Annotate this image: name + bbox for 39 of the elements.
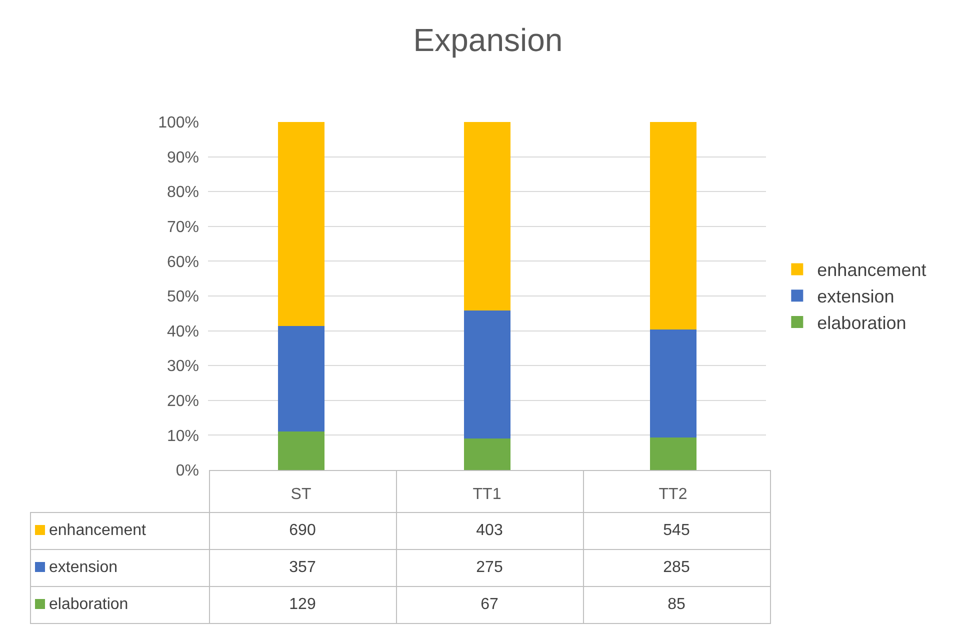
text: 129 (209, 586, 396, 624)
bar (278, 432, 324, 470)
text: 285 (583, 550, 770, 586)
text: 67 (396, 586, 583, 624)
y-tick-label: 100% (158, 114, 199, 132)
bar (278, 326, 324, 432)
y-tick-label: 50% (166, 288, 199, 306)
legend-label: extension (817, 286, 894, 307)
text: 545 (583, 512, 770, 550)
legend-label: enhancement (817, 260, 926, 280)
bar (650, 329, 696, 438)
bar (464, 310, 510, 439)
text: 403 (396, 512, 583, 550)
legend-label: enhancement (30, 512, 209, 550)
bar (464, 122, 510, 310)
y-tick-label: 10% (166, 428, 199, 445)
bar (650, 122, 696, 330)
text: 85 (583, 586, 770, 624)
text: 357 (209, 550, 396, 586)
x-tick-label: ST (290, 486, 312, 503)
y-tick-label: 0% (176, 462, 199, 480)
legend-label: elaboration (817, 313, 906, 334)
bar (464, 438, 510, 470)
text: 275 (396, 550, 583, 586)
legend-label: elaboration (30, 586, 209, 624)
x-tick-label: TT2 (658, 486, 688, 503)
bar (650, 438, 696, 470)
chart-title: Expansion (413, 22, 563, 58)
y-tick-label: 90% (166, 149, 199, 166)
y-tick-label: 70% (166, 219, 199, 236)
legend-label: extension (30, 550, 209, 586)
bar (278, 122, 324, 326)
y-tick-label: 30% (166, 358, 199, 376)
text: 690 (209, 512, 396, 550)
x-tick-label: TT1 (472, 486, 502, 503)
y-tick-label: 20% (166, 393, 199, 410)
y-tick-label: 60% (166, 254, 199, 271)
y-tick-label: 80% (166, 184, 199, 202)
y-tick-label: 40% (166, 323, 199, 340)
